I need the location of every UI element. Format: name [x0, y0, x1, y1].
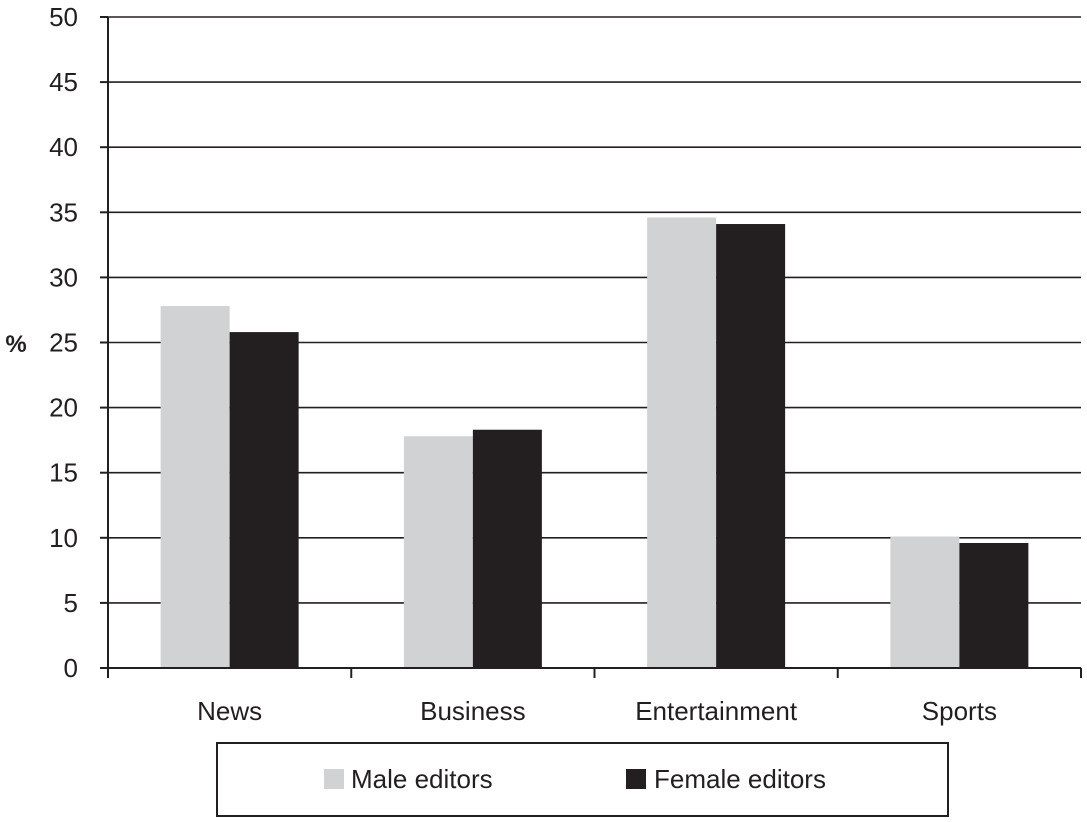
y-tick-label: 30 [49, 262, 78, 292]
bar-business-male-editors [403, 436, 473, 668]
legend: Male editors Female editors [216, 742, 949, 817]
legend-swatch [324, 769, 344, 789]
legend-items: Male editors Female editors [324, 764, 826, 794]
y-tick-label: 45 [49, 67, 78, 97]
y-tick-label: 40 [49, 132, 78, 162]
y-tick-label: 25 [49, 328, 78, 358]
category-labels: News Business Entertainment Sports [197, 696, 997, 726]
y-tick-label: 10 [49, 523, 78, 553]
category-label: Business [420, 696, 526, 726]
y-tick-label: 20 [49, 393, 78, 423]
bar-sports-male-editors [890, 536, 960, 668]
bar-sports-female-editors [959, 543, 1029, 668]
y-tick-label: 50 [49, 2, 78, 32]
y-tick-labels: 0 5 10 15 20 25 30 35 40 45 50 [49, 2, 108, 683]
y-axis-title: % [5, 331, 26, 358]
x-tick-marks [107, 668, 1082, 678]
bar-business-female-editors [472, 429, 542, 668]
y-tick-label: 15 [49, 458, 78, 488]
legend-label: Male editors [351, 764, 493, 794]
bar-news-female-editors [229, 332, 299, 668]
bar-entertainment-male-editors [647, 217, 717, 668]
y-tick-label: 35 [49, 197, 78, 227]
bar-news-male-editors [160, 306, 230, 668]
bars [160, 217, 1029, 668]
category-label: News [197, 696, 262, 726]
legend-swatch [626, 769, 646, 789]
y-tick-label: 0 [64, 653, 78, 683]
legend-label: Female editors [654, 764, 826, 794]
bar-entertainment-female-editors [716, 224, 786, 668]
category-label: Sports [922, 696, 997, 726]
y-tick-label: 5 [64, 588, 78, 618]
category-label: Entertainment [635, 696, 798, 726]
